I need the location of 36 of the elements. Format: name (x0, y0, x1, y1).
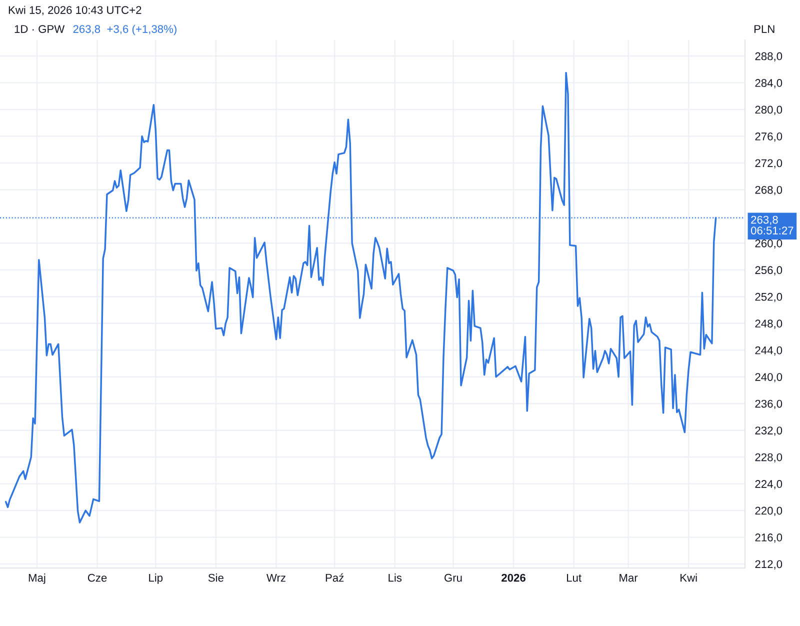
y-tick-label: 232,0 (755, 426, 782, 436)
y-tick-label: 256,0 (755, 266, 782, 276)
x-tick-label: Lip (149, 574, 163, 584)
y-tick-label: 248,0 (755, 320, 782, 329)
y-tick-label: 268,0 (755, 186, 782, 196)
y-tick-label: 224,0 (755, 480, 782, 490)
y-tick-label: 220,0 (755, 506, 782, 516)
y-tick-label: 288,0 (755, 52, 782, 62)
x-tick-label: Kwi (680, 574, 697, 582)
x-tick-label: Sie (208, 574, 224, 582)
x-tick-label: 2026 (502, 574, 526, 582)
y-tick-label: 272,0 (755, 159, 782, 168)
y-tick-label: 228,0 (755, 453, 782, 462)
y-tick-label: 236,0 (755, 400, 782, 410)
x-tick-label: Wrz (266, 574, 286, 582)
x-tick-label: Paź (326, 573, 344, 582)
x-tick-label: Mar (620, 574, 638, 582)
y-axis-title: PLN (754, 25, 774, 33)
y-tick-label: 240,0 (755, 373, 782, 382)
y-tick-label: 244,0 (755, 346, 782, 356)
y-tick-label: 252,0 (755, 292, 782, 302)
y-tick-label: 260,0 (755, 239, 782, 249)
x-tick-label: Maj (28, 574, 46, 584)
y-tick-label: 280,0 (755, 106, 782, 115)
y-tick-label: 216,0 (755, 534, 782, 543)
y-tick-label: 212,0 (755, 560, 782, 570)
y-tick-label: 276,0 (755, 132, 782, 142)
x-tick-label: Gru (444, 574, 462, 582)
chart-subtitle: 263,8 +3,6 (+1,38%) (73, 24, 176, 36)
x-tick-label: Cze (88, 574, 107, 582)
chart-title: 1D · GPW (14, 25, 65, 33)
text: Kwi 15, 2026 10:43 UTC+2 (8, 6, 142, 16)
y-tick-label: 284,0 (755, 79, 782, 88)
x-tick-label: Lut (567, 574, 582, 582)
ref-line-label: 263,8 06:51:27 (750, 216, 794, 234)
x-tick-label: Lis (388, 574, 402, 582)
